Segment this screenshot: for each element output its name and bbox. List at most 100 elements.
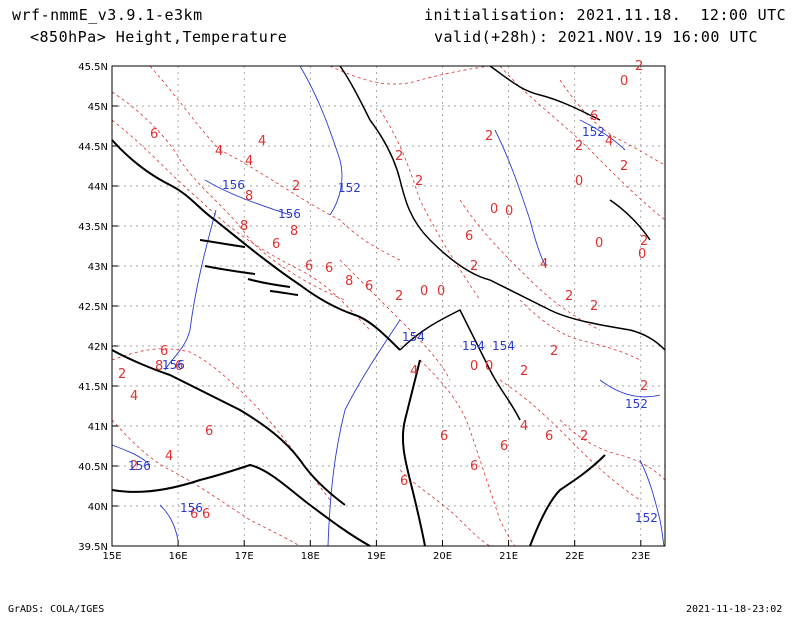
coastline bbox=[529, 454, 606, 547]
lon-tick-label: 17E bbox=[235, 551, 254, 562]
temperature-contour-label: 2 bbox=[590, 299, 598, 314]
grads-credit: GrADS: COLA/IGES bbox=[8, 604, 105, 615]
temperature-contour-label: 8 bbox=[345, 274, 353, 289]
temp-contour bbox=[111, 91, 346, 301]
temperature-contour-label: 6 bbox=[365, 279, 373, 294]
temperature-contour-label: 0 bbox=[470, 359, 478, 374]
lon-tick-label: 21E bbox=[499, 551, 518, 562]
height-contour-label: 154 bbox=[462, 339, 485, 353]
island bbox=[269, 290, 299, 296]
island bbox=[199, 239, 246, 248]
temperature-contour-label: 0 bbox=[505, 204, 513, 219]
temp-contour bbox=[329, 65, 491, 85]
height-contour-label: 154 bbox=[402, 330, 425, 344]
lat-tick-label: 45.5N bbox=[78, 62, 108, 73]
temperature-contour-label: 2 bbox=[395, 149, 403, 164]
coastline bbox=[111, 139, 401, 351]
lat-tick-label: 42N bbox=[88, 342, 108, 353]
temperature-contour-label: 0 bbox=[595, 236, 603, 251]
height-contour-label: 156 bbox=[180, 501, 203, 515]
graticule bbox=[112, 66, 665, 546]
temperature-contour-label: 2 bbox=[485, 129, 493, 144]
temperature-contour-label: 6 bbox=[190, 507, 198, 522]
height-contour bbox=[159, 504, 179, 541]
temperature-contour-label: 2 bbox=[395, 289, 403, 304]
temp-contour bbox=[559, 419, 666, 481]
temperature-contour-label: 6 bbox=[205, 424, 213, 439]
island bbox=[247, 278, 291, 288]
temperature-contour-label: 4 bbox=[245, 154, 253, 169]
temperature-contour-label: 2 bbox=[415, 174, 423, 189]
lon-tick-label: 23E bbox=[631, 551, 650, 562]
model-title: wrf-nmmE_v3.9.1-e3km bbox=[12, 6, 203, 24]
temperature-contour-label: 6 bbox=[500, 439, 508, 454]
temperature-contour-label: 6 bbox=[465, 229, 473, 244]
height-contour-label: 152 bbox=[635, 511, 658, 525]
temp-contour bbox=[559, 79, 666, 166]
borders bbox=[339, 65, 666, 421]
temperature-contour-label: 4 bbox=[258, 134, 266, 149]
temp-contour bbox=[399, 469, 491, 547]
temp-contour bbox=[339, 259, 451, 381]
temperature-contour-label: 2 bbox=[520, 364, 528, 379]
temperature-contour-label: 8 bbox=[245, 189, 253, 204]
temperature-contour-label: 2 bbox=[635, 59, 643, 74]
lat-tick-label: 45N bbox=[88, 102, 108, 113]
height-contour-label: 156 bbox=[222, 178, 245, 192]
temp-contour bbox=[499, 65, 666, 221]
temperature-contour-label: 6 bbox=[440, 429, 448, 444]
field-title: <850hPa> Height,Temperature bbox=[30, 28, 288, 46]
lon-tick-label: 19E bbox=[367, 551, 386, 562]
temperature-contour-label: 0 bbox=[437, 284, 445, 299]
temperature-contour-label: 0 bbox=[575, 174, 583, 189]
border bbox=[339, 65, 491, 281]
height-contour bbox=[204, 179, 291, 216]
temperature-contour-label: 4 bbox=[165, 449, 173, 464]
temp-contour bbox=[111, 419, 301, 547]
lon-tick-label: 15E bbox=[102, 551, 121, 562]
border bbox=[609, 199, 651, 241]
lat-tick-label: 44.5N bbox=[78, 142, 108, 153]
temp-contour bbox=[111, 348, 331, 501]
valid-time: valid(+28h): 2021.NOV.19 16:00 UTC bbox=[434, 28, 759, 46]
island bbox=[204, 265, 256, 275]
temperature-contour-label: 4 bbox=[410, 364, 418, 379]
temperature-contour-label: 8 bbox=[290, 224, 298, 239]
height-contour-label: 156 bbox=[128, 459, 151, 473]
coastline bbox=[401, 359, 426, 547]
longitude-ticks: 15E 16E 17E 18E 19E 20E 21E 22E 23E bbox=[102, 540, 650, 562]
temperature-contour-label: 2 bbox=[130, 459, 138, 474]
height-contour-label: 156 bbox=[162, 358, 185, 372]
lon-tick-label: 18E bbox=[301, 551, 320, 562]
temperature-contour-label: 8 bbox=[240, 219, 248, 234]
temperature-contour-label: 4 bbox=[540, 257, 548, 272]
lat-tick-label: 41.5N bbox=[78, 382, 108, 393]
temperature-contour-label: 4 bbox=[520, 419, 528, 434]
temperature-contour-label: 4 bbox=[215, 144, 223, 159]
height-contour-label: 152 bbox=[582, 125, 605, 139]
height-contour-label: 154 bbox=[492, 339, 515, 353]
temperature-contours bbox=[111, 65, 666, 547]
temperature-contour-label: 6 bbox=[325, 261, 333, 276]
temperature-contour-label: 6 bbox=[150, 127, 158, 142]
temperature-contour-label: 8 bbox=[155, 359, 163, 374]
temp-contour bbox=[519, 299, 641, 361]
temperature-contour-label: 2 bbox=[640, 379, 648, 394]
temperature-contour-label: 4 bbox=[130, 389, 138, 404]
init-time: initialisation: 2021.11.18. 12:00 UTC bbox=[424, 6, 787, 24]
lon-tick-label: 22E bbox=[565, 551, 584, 562]
border bbox=[489, 65, 601, 121]
height-contour bbox=[599, 379, 661, 398]
height-contour bbox=[111, 444, 151, 466]
border bbox=[489, 279, 666, 351]
temperature-contour-label: 2 bbox=[580, 429, 588, 444]
lat-tick-label: 40N bbox=[88, 502, 108, 513]
height-contour bbox=[327, 319, 401, 547]
height-contour bbox=[639, 459, 665, 547]
temperature-contour-label: 6 bbox=[160, 344, 168, 359]
temperature-contour-label: 2 bbox=[550, 344, 558, 359]
temperature-contour-label: 2 bbox=[118, 367, 126, 382]
lat-tick-label: 43N bbox=[88, 262, 108, 273]
temperature-contour-label: 2 bbox=[565, 289, 573, 304]
